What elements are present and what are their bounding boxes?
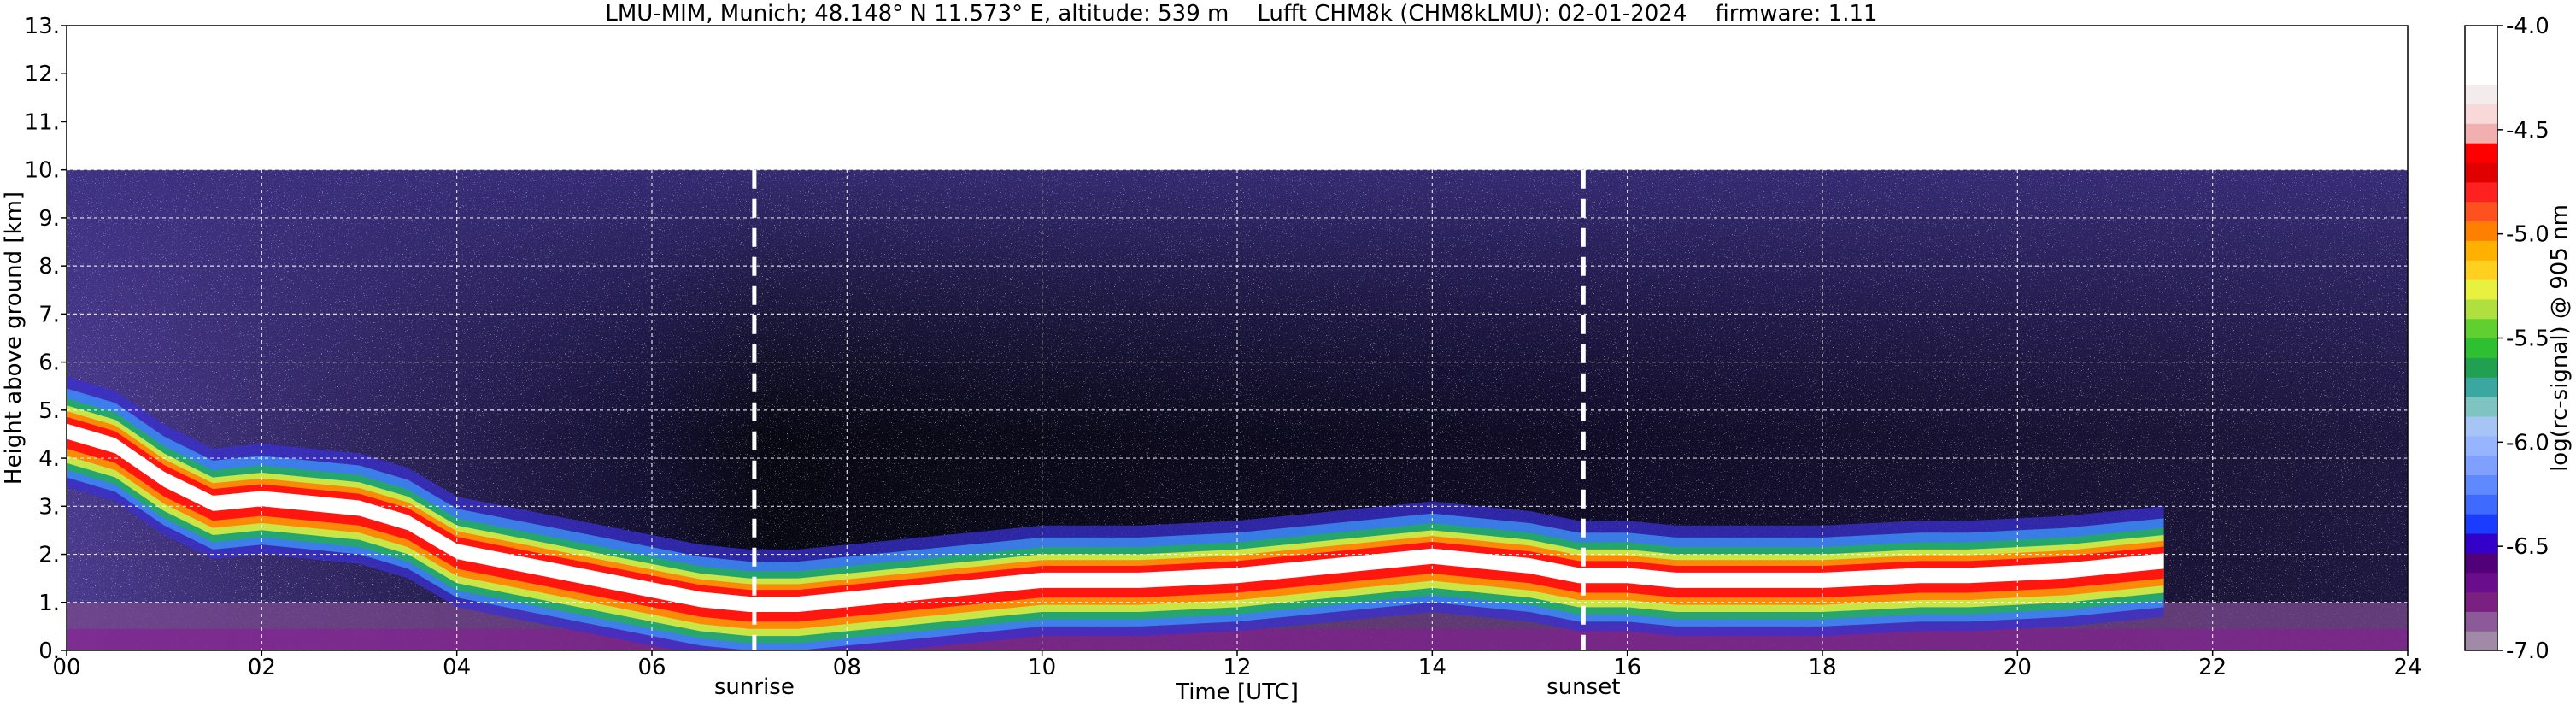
- colorbar-segment: [2465, 572, 2497, 593]
- colorbar-segment: [2465, 162, 2497, 183]
- y-tick-label: 11.: [25, 109, 60, 135]
- colorbar-segment: [2465, 474, 2497, 495]
- x-tick-label: 08: [833, 655, 861, 680]
- colorbar-segment: [2465, 435, 2497, 456]
- colorbar-segment: [2465, 44, 2497, 66]
- colorbar-tick-label: -5.0: [2506, 222, 2550, 248]
- colorbar-segment: [2465, 298, 2497, 320]
- colorbar-segment: [2465, 221, 2497, 241]
- colorbar-segment: [2465, 455, 2497, 476]
- y-tick-label: 13.: [25, 14, 60, 39]
- x-tick-label: 22: [2198, 655, 2227, 680]
- colorbar-segment: [2465, 84, 2497, 104]
- colorbar-segment: [2465, 397, 2497, 417]
- colorbar-segment: [2465, 143, 2497, 163]
- x-tick-label: 02: [248, 655, 276, 680]
- x-tick-label: 04: [443, 655, 471, 680]
- colorbar-segment: [2465, 552, 2497, 574]
- chart-title: LMU-MIM, Munich; 48.148° N 11.573° E, al…: [605, 1, 1877, 26]
- colorbar-segment: [2465, 103, 2497, 124]
- x-tick-label: 10: [1028, 655, 1056, 680]
- sunset-label: sunset: [1546, 674, 1620, 700]
- aerosol-layer-band: [67, 423, 2164, 613]
- y-tick-label: 6.: [38, 350, 60, 376]
- grid-lines: [67, 26, 2408, 650]
- y-tick-label: 2.: [38, 543, 60, 568]
- colorbar-segment: [2465, 123, 2497, 144]
- x-tick-label: 16: [1613, 655, 1641, 680]
- x-axis-label: Time [UTC]: [1175, 680, 1299, 705]
- colorbar-tick-label: -4.5: [2506, 118, 2550, 144]
- colorbar-segment: [2465, 357, 2497, 378]
- x-tick-label: 06: [637, 655, 666, 680]
- sunrise-label: sunrise: [714, 674, 795, 700]
- colorbar-segment: [2465, 279, 2497, 300]
- y-axis-label: Height above ground [km]: [1, 191, 26, 485]
- colorbar-segment: [2465, 260, 2497, 280]
- colorbar-tick-label: -5.5: [2506, 327, 2550, 352]
- y-axis: 0. 1. 2. 3. 4. 5. 6. 7. 8. 9. 10. 11. 12. 13.: [25, 14, 67, 664]
- colorbar-segment: [2465, 514, 2497, 534]
- colorbar-segment: [2465, 240, 2497, 261]
- y-tick-label: 10.: [25, 158, 60, 184]
- y-tick-label: 4.: [38, 446, 60, 472]
- x-tick-label: 18: [1808, 655, 1836, 680]
- colorbar-segment: [2465, 26, 2497, 46]
- x-tick-label: 24: [2393, 655, 2421, 680]
- colorbar-segment: [2465, 318, 2497, 339]
- y-tick-label: 8.: [38, 254, 60, 279]
- colorbar-segment: [2465, 494, 2497, 515]
- x-tick-label: 12: [1223, 655, 1251, 680]
- colorbar-segment: [2465, 201, 2497, 222]
- colorbar-tick-label: -6.5: [2506, 534, 2550, 560]
- colorbar-segment: [2465, 532, 2497, 554]
- colorbar-tick-label: -7.0: [2506, 638, 2550, 664]
- colorbar-segment: [2465, 64, 2497, 85]
- plot-area: [67, 26, 2408, 650]
- colorbar-label: log(rc-signal) @ 905 nm: [2547, 204, 2573, 472]
- y-tick-label: 7.: [38, 302, 60, 327]
- sun-markers: [752, 169, 1586, 650]
- colorbar-segment: [2465, 631, 2497, 651]
- y-tick-label: 0.: [38, 638, 60, 664]
- annotations: sunrise sunset: [714, 674, 1621, 700]
- colorbar-segment: [2465, 611, 2497, 632]
- colorbar-segment: [2465, 181, 2497, 203]
- ground-haze-core: [67, 628, 2408, 650]
- colorbar-tick-label: -4.0: [2506, 14, 2550, 39]
- colorbar-segment: [2465, 415, 2497, 437]
- x-axis: 00 02 04 06 08 10 12 14 16 18 20 22 24: [52, 650, 2422, 680]
- colorbar-segment: [2465, 591, 2497, 612]
- y-tick-label: 9.: [38, 206, 60, 232]
- x-tick-label: 00: [52, 655, 80, 680]
- colorbar-tick-label: -6.0: [2506, 430, 2550, 456]
- y-tick-label: 3.: [38, 494, 60, 520]
- x-tick-label: 20: [2004, 655, 2032, 680]
- colorbar: -4.0 -4.5 -5.0 -5.5 -6.0 -6.5 -7.0: [2464, 14, 2550, 664]
- colorbar-segment: [2465, 338, 2497, 358]
- y-tick-label: 5.: [38, 398, 60, 424]
- colorbar-segment: [2465, 377, 2497, 397]
- y-tick-label: 1.: [38, 591, 60, 616]
- y-tick-label: 12.: [25, 62, 60, 87]
- x-tick-label: 14: [1418, 655, 1446, 680]
